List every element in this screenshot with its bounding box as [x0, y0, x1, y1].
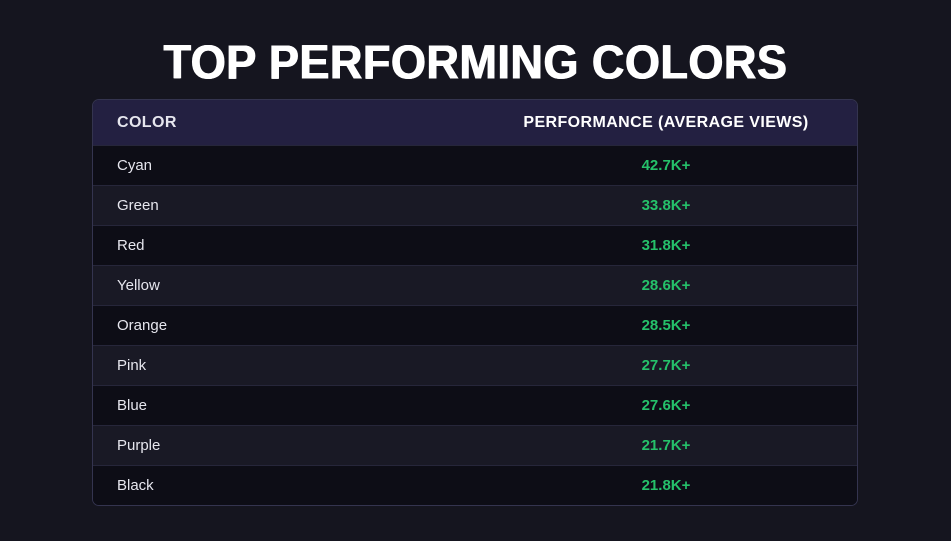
performance-value-cell: 27.7K+ — [641, 357, 691, 374]
color-name-cell: Green — [117, 197, 159, 214]
column-header-performance: PERFORMANCE (AVERAGE VIEWS) — [523, 113, 809, 131]
table-row: Black 21.8K+ — [93, 465, 857, 505]
performance-value-cell: 21.7K+ — [641, 437, 691, 454]
color-name-cell: Yellow — [117, 277, 160, 294]
performance-value-cell: 42.7K+ — [641, 157, 691, 174]
performance-value-cell: 33.8K+ — [641, 197, 691, 214]
color-name-cell: Orange — [117, 317, 168, 334]
performance-value-cell: 27.6K+ — [641, 397, 691, 414]
table-row: Cyan 42.7K+ — [93, 145, 857, 185]
performance-value-cell: 31.8K+ — [641, 237, 691, 254]
table-row: Orange 28.5K+ — [93, 305, 857, 345]
table-row: Red 31.8K+ — [93, 225, 857, 265]
performance-value-cell: 28.6K+ — [641, 277, 691, 294]
color-name-cell: Blue — [117, 397, 148, 414]
performance-value-cell: 28.5K+ — [641, 317, 691, 334]
color-name-cell: Purple — [117, 437, 161, 454]
table-row: Green 33.8K+ — [93, 185, 857, 225]
table-row: Yellow 28.6K+ — [93, 265, 857, 305]
performance-table: COLOR PERFORMANCE (AVERAGE VIEWS) Cyan 42… — [92, 99, 858, 506]
table-row: Blue 27.6K+ — [93, 385, 857, 425]
column-header-color: COLOR — [117, 113, 177, 131]
table-row: Purple 21.7K+ — [93, 425, 857, 465]
table-header-row: COLOR PERFORMANCE (AVERAGE VIEWS) — [93, 100, 857, 145]
performance-value-cell: 21.8K+ — [641, 477, 691, 494]
color-name-cell: Pink — [117, 357, 147, 374]
table-row: Pink 27.7K+ — [93, 345, 857, 385]
color-name-cell: Red — [117, 237, 145, 254]
table-body: Cyan 42.7K+ Green 33.8K+ Red 31.8K+ Yellow 28.6… — [93, 145, 857, 505]
color-name-cell: Black — [117, 477, 154, 494]
page-title: TOP PERFORMING COLORS — [163, 34, 788, 90]
color-name-cell: Cyan — [117, 157, 153, 174]
